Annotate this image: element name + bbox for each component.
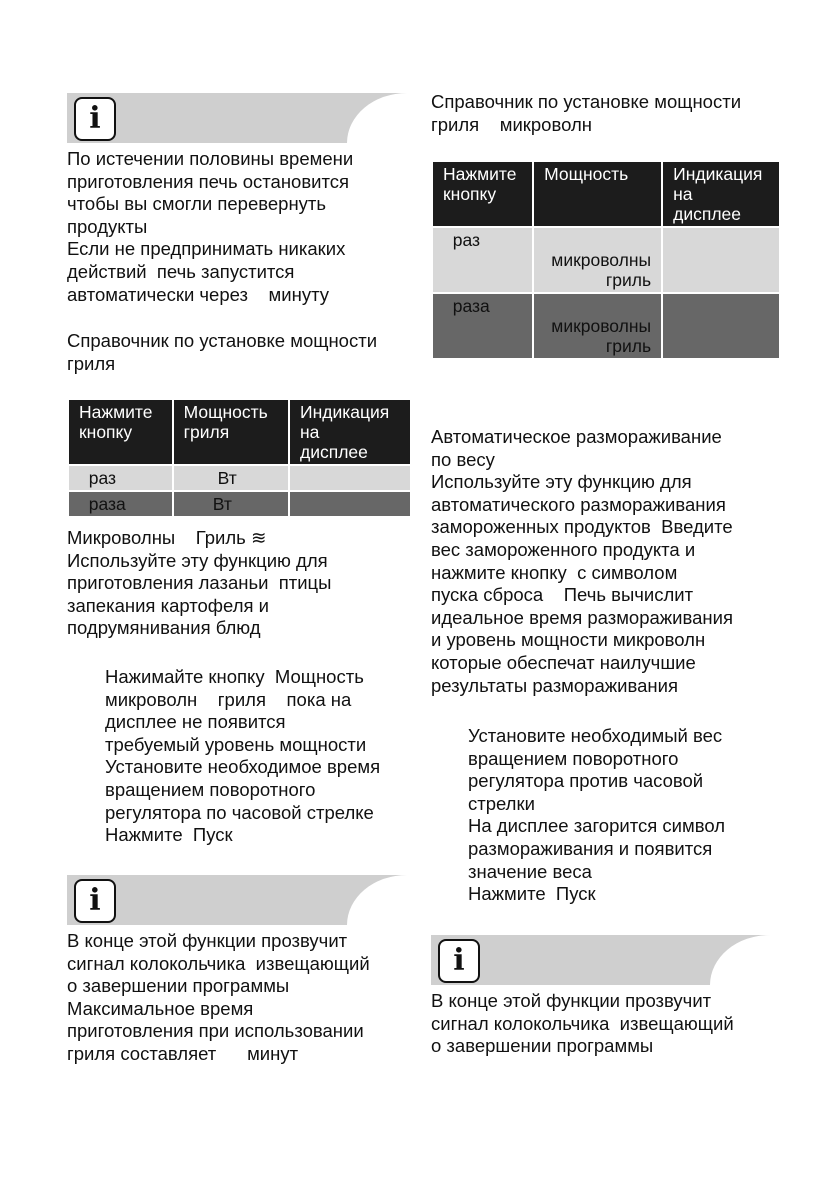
table-cell (661, 226, 781, 294)
text-line: размораживания и появится (468, 837, 713, 859)
note-grill-end: В конце этой функции прозвучит сигнал кол… (67, 930, 370, 1066)
info-note-banner: i (67, 93, 407, 143)
table-cell: Вт (171, 464, 291, 492)
table-cell (661, 292, 781, 360)
table-row: раза микроволны гриль (430, 292, 781, 360)
info-note-banner: i (431, 935, 770, 985)
text-line: В конце этой функции прозвучит (67, 930, 348, 951)
table-row: раз микроволны гриль (430, 226, 781, 294)
text-line: На дисплее загорится символ (468, 815, 725, 837)
text-line: которые обеспечат наилучшие (431, 651, 696, 673)
grill-power-title: Справочник по установке мощности гриля (67, 330, 377, 375)
table-cell (288, 464, 412, 492)
info-icon: i (438, 939, 480, 983)
table-cell (288, 490, 412, 518)
text-line: гриля (67, 352, 116, 374)
text-line: запекания картофеля и (67, 594, 269, 616)
text-line: о завершении программы (431, 1035, 654, 1057)
text-line: гриля составляет минут (67, 1042, 299, 1064)
text-line: сигнал колокольчика извещающий (431, 1012, 734, 1034)
text-line: значение веса (468, 860, 592, 882)
text-line: Максимальное время (67, 997, 254, 1019)
text-line: идеальное время размораживания (431, 606, 733, 628)
combo-steps: Нажимайте кнопку Мощность микроволн гриля… (105, 666, 380, 847)
table-header-cell: Индикация на дисплее (288, 398, 412, 466)
table-cell: раза (67, 490, 174, 518)
info-icon: i (74, 97, 116, 141)
text-line: Справочник по установке мощности (431, 91, 742, 112)
table-header-row: Нажмите кнопку Мощность гриля Индикация на… (67, 398, 412, 466)
text-line: стрелки (468, 792, 535, 814)
text-line: Если не предпринимать никаких (67, 238, 346, 260)
text-line: по весу (431, 448, 495, 470)
text-line: требуемый уровень мощности (105, 733, 367, 755)
text-line: чтобы вы смогли перевернуть (67, 193, 327, 215)
table-header-cell: Нажмите кнопку (67, 398, 174, 466)
text-line: вращением поворотного (468, 747, 679, 769)
text-line: сигнал колокольчика извещающий (67, 952, 370, 974)
text-line: Используйте эту функцию для (431, 471, 692, 493)
defrost-intro: Автоматическое размораживание по весу Испо… (431, 426, 733, 697)
combo-power-title: Справочник по установке мощности гриля ми… (431, 91, 741, 136)
text-line: приготовления печь остановится (67, 170, 350, 192)
text-line: подрумянивания блюд (67, 617, 261, 639)
text-line: замороженных продуктов Введите (431, 516, 733, 538)
table-cell: раз (430, 226, 535, 294)
note-defrost-end: В конце этой функции прозвучит сигнал кол… (431, 990, 734, 1058)
table-cell: микроволны гриль (532, 292, 664, 360)
table-header-cell: Мощность гриля (171, 398, 291, 466)
grill-power-table: Нажмите кнопку Мощность гриля Индикация на… (67, 398, 412, 518)
text-line: продукты (67, 215, 148, 237)
table-row: раз Вт (67, 464, 412, 492)
text-line: о завершении программы (67, 975, 290, 997)
table-header-cell: Мощность (532, 160, 664, 228)
text-line: приготовления лазаньи птицы (67, 572, 332, 594)
text-line: Установите необходимый вес (468, 725, 723, 746)
text-line: вращением поворотного (105, 778, 316, 800)
text-line: Нажимайте кнопку Мощность (105, 666, 364, 687)
text-line: По истечении половины времени (67, 148, 354, 169)
text-line: нажмите кнопку с символом (431, 561, 678, 583)
text-line: микроволн гриля пока на (105, 688, 352, 710)
text-line: результаты размораживания (431, 674, 678, 696)
table-header-cell: Нажмите кнопку (430, 160, 535, 228)
info-note-banner: i (67, 875, 407, 925)
text-line: В конце этой функции прозвучит (431, 990, 712, 1011)
note-half-time: По истечении половины времени приготовлен… (67, 148, 353, 306)
table-cell: раза (430, 292, 535, 360)
text-line: приготовления при использовании (67, 1020, 364, 1042)
table-header-row: Нажмите кнопку Мощность Индикация на диспл… (430, 160, 781, 228)
combo-intro: Микроволны Гриль ≋ Используйте эту функци… (67, 527, 331, 640)
table-cell: микроволны гриль (532, 226, 664, 294)
text-line: Установите необходимое время (105, 756, 381, 778)
text-line: регулятора по часовой стрелке (105, 801, 374, 823)
text-line: Справочник по установке мощности (67, 330, 378, 351)
text-line: вес замороженного продукта и (431, 538, 696, 560)
defrost-steps: Установите необходимый вес вращением пово… (468, 725, 725, 906)
text-line: Используйте эту функцию для (67, 549, 328, 571)
table-cell: Вт (171, 490, 291, 518)
text-line: автоматически через минуту (67, 283, 330, 305)
text-line: пуска сброса Печь вычислит (431, 584, 694, 606)
text-line: и уровень мощности микроволн (431, 629, 706, 651)
combo-power-table: Нажмите кнопку Мощность Индикация на диспл… (430, 160, 781, 360)
table-cell: раз (67, 464, 174, 492)
text-line: регулятора против часовой (468, 770, 704, 792)
table-row: раза Вт (67, 490, 412, 518)
text-line: действий печь запустится (67, 260, 295, 282)
table-header-cell: Индикация на дисплее (661, 160, 781, 228)
text-line: Нажмите Пуск (468, 883, 596, 905)
info-icon: i (74, 879, 116, 923)
text-line: Микроволны Гриль ≋ (67, 527, 267, 548)
text-line: дисплее не появится (105, 711, 286, 733)
text-line: автоматического размораживания (431, 493, 726, 515)
text-line: гриля микроволн (431, 113, 592, 135)
text-line: Автоматическое размораживание (431, 426, 722, 447)
text-line: Нажмите Пуск (105, 824, 233, 846)
